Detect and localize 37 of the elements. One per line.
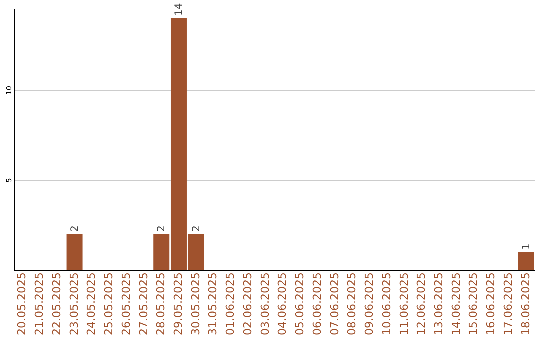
x-tick-label: 09.06.2025: [363, 272, 376, 336]
x-tick-label: 27.05.2025: [137, 272, 150, 336]
data-label: 2: [156, 226, 168, 232]
x-tick-label: 18.06.2025: [519, 272, 532, 336]
x-tick-label: 04.06.2025: [276, 272, 290, 336]
x-tick-label: 08.06.2025: [346, 272, 359, 336]
x-tick-label: 24.05.2025: [85, 272, 98, 336]
data-label: 14: [174, 3, 185, 16]
x-tick-label: 11.06.2025: [398, 272, 411, 336]
x-tick-label: 17.06.2025: [502, 272, 515, 336]
x-tick-label: 15.06.2025: [467, 272, 480, 336]
data-label: 2: [70, 226, 81, 232]
bar: [66, 234, 83, 270]
x-tick-label: 03.06.2025: [258, 272, 272, 336]
x-tick-label: 10.06.2025: [380, 272, 394, 336]
x-tick-label: 21.05.2025: [33, 272, 46, 336]
x-tick-label: 02.06.2025: [241, 272, 254, 336]
x-tick-label: 28.05.2025: [154, 272, 168, 336]
x-tick-label: 07.06.2025: [328, 272, 342, 336]
x-tick-label: 23.05.2025: [68, 272, 81, 336]
x-tick-label: 20.05.2025: [16, 272, 29, 336]
x-tick-label: 12.06.2025: [415, 272, 428, 336]
x-tick-label: 16.06.2025: [484, 272, 498, 336]
bar: [518, 252, 534, 270]
x-tick-label: 25.05.2025: [102, 272, 116, 336]
x-tick-label: 01.06.2025: [224, 272, 238, 336]
x-tick-label: 05.06.2025: [294, 272, 307, 336]
x-tick-label: 13.06.2025: [432, 272, 446, 336]
x-tick-label: 14.06.2025: [450, 272, 463, 336]
x-tick-label: 31.05.2025: [206, 272, 220, 336]
data-label: 1: [521, 244, 532, 250]
x-tick-label: 22.05.2025: [50, 272, 64, 336]
x-tick-label: 06.06.2025: [310, 272, 324, 336]
x-tick-label: 30.05.2025: [189, 272, 202, 336]
x-tick-label: 29.05.2025: [172, 272, 185, 336]
x-tick-label: 26.05.2025: [120, 272, 133, 336]
data-label: 2: [191, 226, 202, 232]
